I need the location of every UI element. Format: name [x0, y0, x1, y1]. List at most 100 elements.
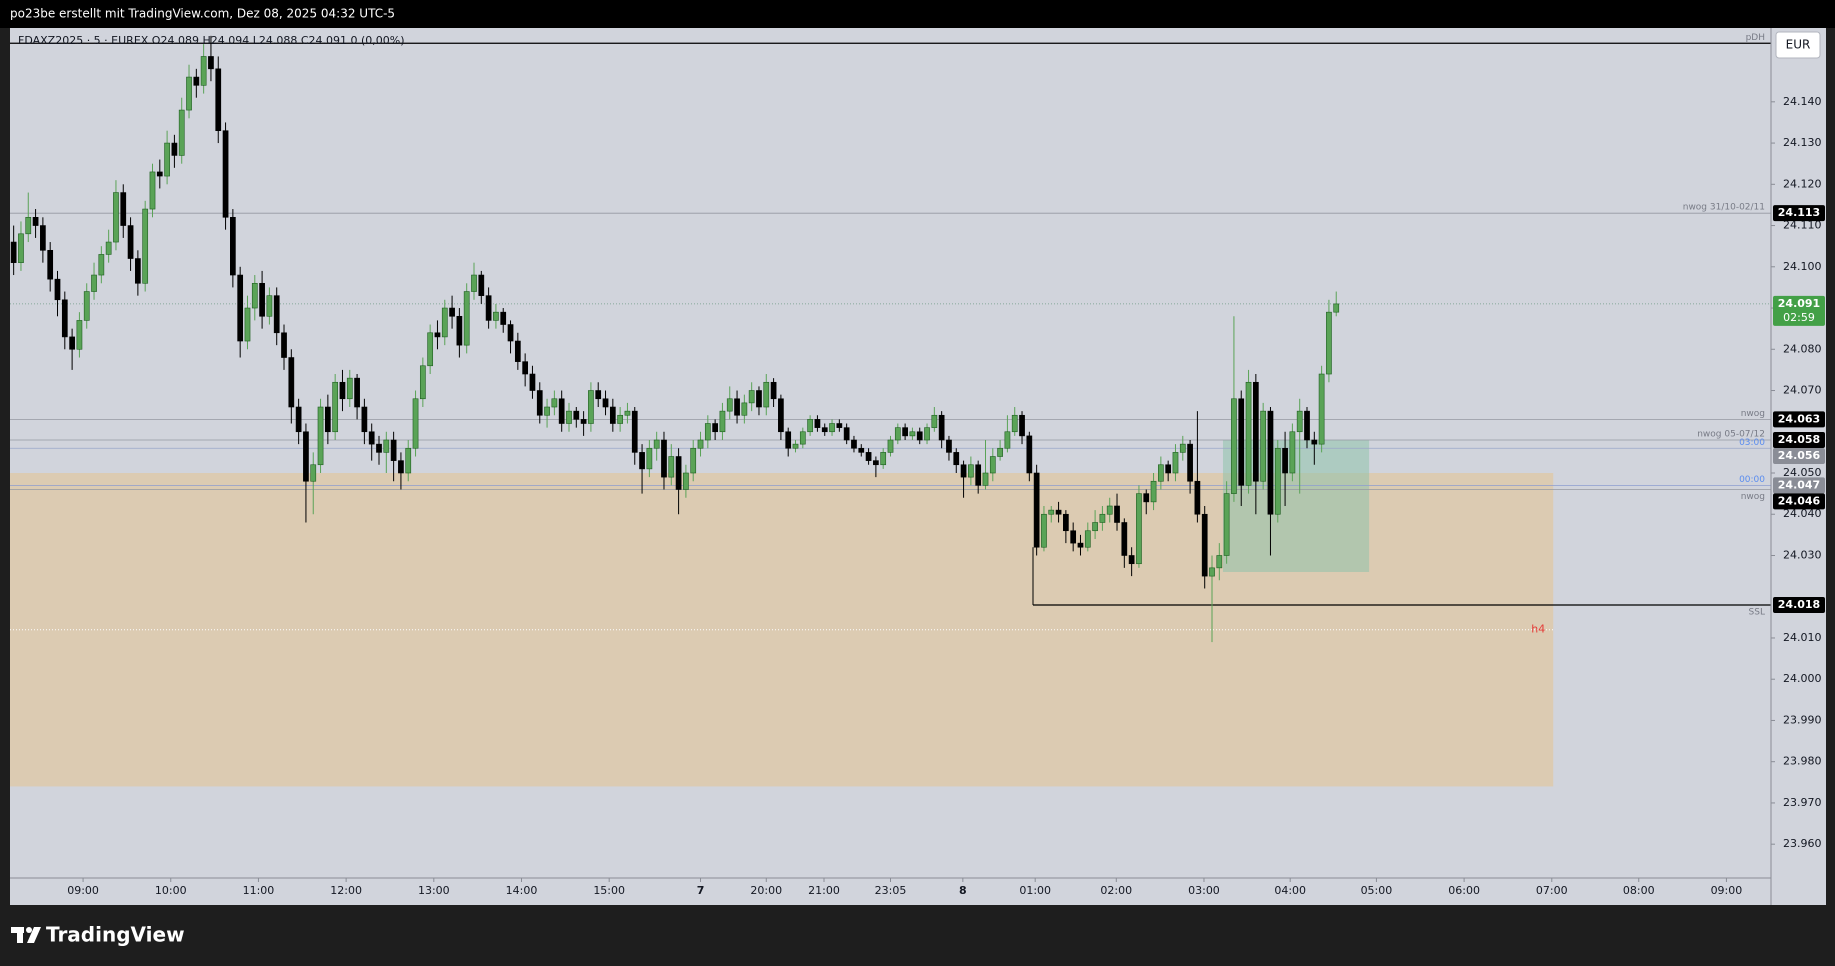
candle-body	[1282, 447, 1288, 474]
candle-body	[1084, 530, 1091, 548]
candle-body	[303, 431, 309, 482]
y-tick-label: 24.010	[1783, 631, 1822, 644]
candle-body	[653, 439, 660, 449]
y-tick-label: 23.980	[1783, 755, 1822, 768]
candle-body	[661, 439, 667, 478]
candle-body	[405, 447, 412, 474]
candle-body	[478, 274, 485, 296]
candle-body	[566, 410, 572, 424]
candle-body	[989, 456, 996, 474]
candle-body	[807, 419, 813, 433]
candle-body	[1209, 567, 1215, 577]
candle-body	[1106, 505, 1113, 515]
x-tick-label: 7	[697, 884, 705, 897]
candle-body	[10, 241, 17, 263]
candle-body	[580, 419, 587, 424]
candle-body	[40, 225, 46, 251]
x-tick-label: 02:00	[1100, 884, 1132, 897]
candle-body	[398, 460, 404, 474]
x-tick-label: 15:00	[593, 884, 625, 897]
candle-body	[894, 427, 901, 441]
x-tick-label: 21:00	[808, 884, 840, 897]
candle-body	[529, 373, 536, 391]
price-badge	[1773, 448, 1825, 465]
candle-body	[135, 258, 141, 284]
candle-body	[434, 332, 441, 338]
candle-body	[1011, 414, 1018, 433]
candle-body	[609, 406, 616, 424]
candle-body	[1055, 509, 1062, 515]
candle-body	[814, 419, 821, 428]
candle-body	[544, 406, 550, 416]
candle-body	[493, 311, 499, 321]
candle-body	[1033, 472, 1040, 548]
x-tick-label: 03:00	[1188, 884, 1220, 897]
currency-box	[1775, 31, 1821, 59]
candle-body	[471, 274, 477, 292]
y-tick-label: 23.990	[1783, 713, 1822, 726]
y-tick-label: 24.100	[1783, 260, 1822, 273]
candle-body	[156, 171, 163, 177]
candle-body	[339, 381, 346, 400]
candle-body	[507, 324, 514, 342]
candle-body	[770, 381, 777, 400]
candle-body	[1048, 509, 1055, 515]
candle-body	[149, 171, 156, 210]
candle-body	[938, 414, 945, 441]
candle-body	[617, 414, 623, 424]
candle-body	[281, 332, 287, 358]
candle-body	[193, 76, 200, 86]
candle-body	[1318, 373, 1325, 445]
candle-body	[1296, 410, 1303, 433]
candle-body	[968, 464, 974, 478]
candle-body	[1187, 443, 1193, 482]
candle-body	[1041, 513, 1047, 548]
candle-body	[1179, 443, 1186, 453]
candle-body	[1121, 522, 1128, 556]
candle-body	[427, 332, 434, 367]
candle-body	[83, 291, 90, 321]
y-tick-label: 23.970	[1783, 796, 1822, 809]
candle-body	[1099, 513, 1106, 523]
x-tick-label: 11:00	[243, 884, 275, 897]
candle-body	[646, 447, 653, 470]
y-tick-label: 24.030	[1783, 548, 1822, 561]
candle-body	[273, 295, 280, 334]
candle-body	[887, 439, 894, 453]
candle-body	[200, 56, 207, 86]
candle-body	[763, 381, 770, 408]
y-tick-label: 24.130	[1783, 136, 1822, 149]
y-tick-label: 24.050	[1783, 466, 1822, 479]
candle-body	[799, 431, 806, 445]
candle-body	[1004, 431, 1011, 449]
price-badge-label: 24.113	[1778, 206, 1820, 219]
candle-body	[1252, 381, 1259, 482]
candle-body	[186, 76, 192, 111]
price-badge	[1773, 432, 1825, 449]
candle-body	[76, 320, 83, 350]
candle-body	[1172, 452, 1179, 474]
candle-body	[1260, 410, 1267, 482]
x-tick-label: 09:00	[1711, 884, 1743, 897]
candle-body	[916, 431, 923, 441]
candle-body	[631, 410, 638, 453]
candle-body	[675, 456, 682, 490]
currency: EUR	[1786, 38, 1811, 52]
candle-body	[127, 225, 134, 259]
candle-body	[222, 130, 229, 218]
candle-body	[171, 142, 178, 156]
level-label: 03:00	[1739, 438, 1765, 448]
candle-body	[441, 307, 448, 338]
candle-body	[1231, 398, 1237, 494]
x-tick-label: 06:00	[1448, 884, 1480, 897]
candle-body	[266, 295, 273, 317]
logo-icon	[11, 927, 41, 943]
candle-body	[741, 402, 748, 416]
y-tick-label: 23.960	[1783, 837, 1822, 850]
x-tick-label: 01:00	[1019, 884, 1051, 897]
candle-body	[1216, 555, 1223, 569]
candle-body	[588, 390, 594, 424]
level-label: nwog	[1741, 492, 1765, 502]
y-tick-label: 24.070	[1783, 384, 1822, 397]
